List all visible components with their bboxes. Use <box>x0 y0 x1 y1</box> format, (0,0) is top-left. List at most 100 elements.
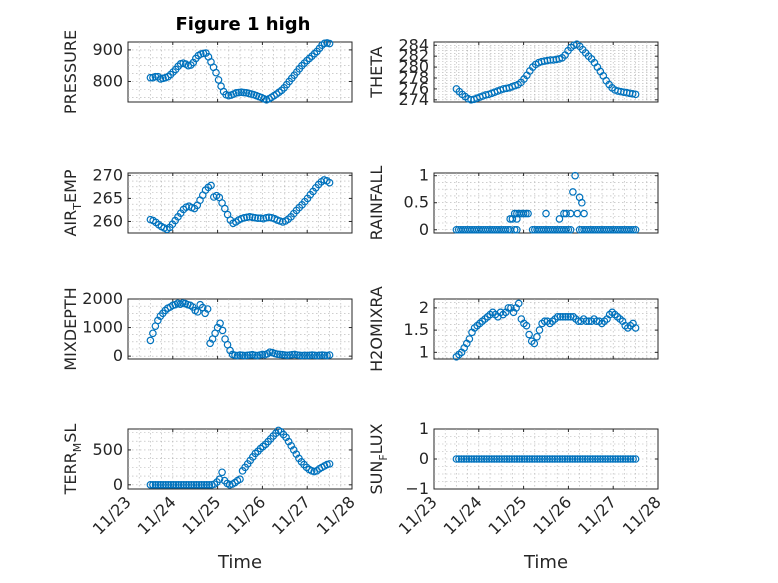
x-tick-label: 11/28 <box>313 492 359 538</box>
data-point <box>619 455 627 463</box>
data-point <box>185 481 193 489</box>
x-tick-label: 11/27 <box>268 492 314 538</box>
data-point <box>578 455 587 463</box>
data-point <box>320 39 329 48</box>
y-tick-label: 265 <box>92 188 123 207</box>
data-point <box>207 181 215 190</box>
data-point <box>593 455 602 463</box>
data-point <box>564 312 572 321</box>
y-tick-label: 500 <box>92 440 123 459</box>
data-point <box>161 306 170 315</box>
data-point <box>586 455 594 463</box>
data-point <box>164 481 173 489</box>
data-point <box>596 455 605 463</box>
x-tick-label: 11/28 <box>619 492 665 538</box>
y-tick-label: 2 <box>419 298 429 317</box>
data-point <box>212 68 220 77</box>
data-point <box>616 455 625 463</box>
data-point <box>167 481 175 489</box>
data-point <box>238 351 247 360</box>
data-point <box>578 198 586 207</box>
data-point <box>234 88 243 97</box>
data-point <box>569 188 577 196</box>
y-tick-label: 1 <box>419 419 429 438</box>
data-point <box>558 455 567 463</box>
x-axis-label: Time <box>217 552 262 573</box>
data-point <box>226 346 234 355</box>
data-point <box>325 39 334 48</box>
x-tick-label: 11/27 <box>574 492 620 538</box>
data-point <box>199 49 208 58</box>
data-point <box>530 455 539 463</box>
y-axis-label: AIRTEMP <box>61 169 84 236</box>
data-point <box>545 455 554 463</box>
data-point <box>186 61 195 69</box>
data-point <box>563 455 572 463</box>
x-axis-label: Time <box>523 552 568 573</box>
data-point <box>216 319 224 328</box>
y-axis-label: PRESSURE <box>61 30 80 114</box>
data-point <box>538 455 547 463</box>
data-point <box>553 455 562 463</box>
data-point <box>472 455 481 463</box>
data-point <box>503 455 511 463</box>
data-point <box>482 455 491 463</box>
data-point <box>510 225 519 234</box>
data-point <box>218 326 227 335</box>
y-tick-label: 270 <box>92 165 123 184</box>
data-point <box>202 481 211 489</box>
data-point <box>172 481 180 489</box>
data-point <box>566 455 574 463</box>
data-point <box>530 339 539 348</box>
data-point <box>514 299 523 308</box>
data-point <box>500 455 509 463</box>
data-point <box>303 351 312 360</box>
data-point <box>452 455 461 463</box>
y-tick-label: 2000 <box>82 289 123 308</box>
data-point <box>519 209 528 218</box>
data-point <box>258 350 267 359</box>
data-point <box>559 312 567 321</box>
data-point <box>626 455 635 463</box>
y-tick-label: 274 <box>398 90 429 109</box>
data-point <box>513 455 521 463</box>
data-point <box>515 455 524 463</box>
data-point <box>193 308 202 316</box>
data-point <box>256 214 265 223</box>
y-axis-label: RAINFALL <box>367 166 386 241</box>
y-axis-label: H2OMIXRA <box>367 286 386 372</box>
data-point <box>218 468 226 477</box>
data-point <box>540 455 549 463</box>
data-point <box>543 455 552 463</box>
x-tick-label: 11/25 <box>178 492 224 538</box>
data-point <box>280 351 289 359</box>
data-point <box>548 455 557 463</box>
data-point <box>562 225 570 234</box>
data-point <box>480 455 488 463</box>
data-point <box>604 455 612 463</box>
x-tick-label: 11/25 <box>484 492 530 538</box>
data-point <box>177 481 185 489</box>
data-point <box>477 455 486 463</box>
data-point <box>498 455 506 463</box>
data-point <box>510 455 519 463</box>
data-point <box>520 455 529 463</box>
data-point <box>566 225 575 234</box>
y-tick-label: 1000 <box>82 318 123 337</box>
data-point <box>551 455 559 463</box>
data-point <box>564 225 573 234</box>
data-point <box>146 336 155 345</box>
data-point <box>629 225 638 234</box>
data-point <box>243 351 252 360</box>
y-axis-label: SUNFLUX <box>367 423 390 494</box>
data-point <box>465 455 473 463</box>
data-point <box>601 455 610 463</box>
data-point <box>273 350 282 358</box>
data-point <box>276 350 284 359</box>
data-point <box>591 455 600 463</box>
data-point <box>245 213 254 221</box>
data-point <box>621 455 630 463</box>
axes-frame <box>127 41 353 103</box>
data-point <box>598 455 607 463</box>
